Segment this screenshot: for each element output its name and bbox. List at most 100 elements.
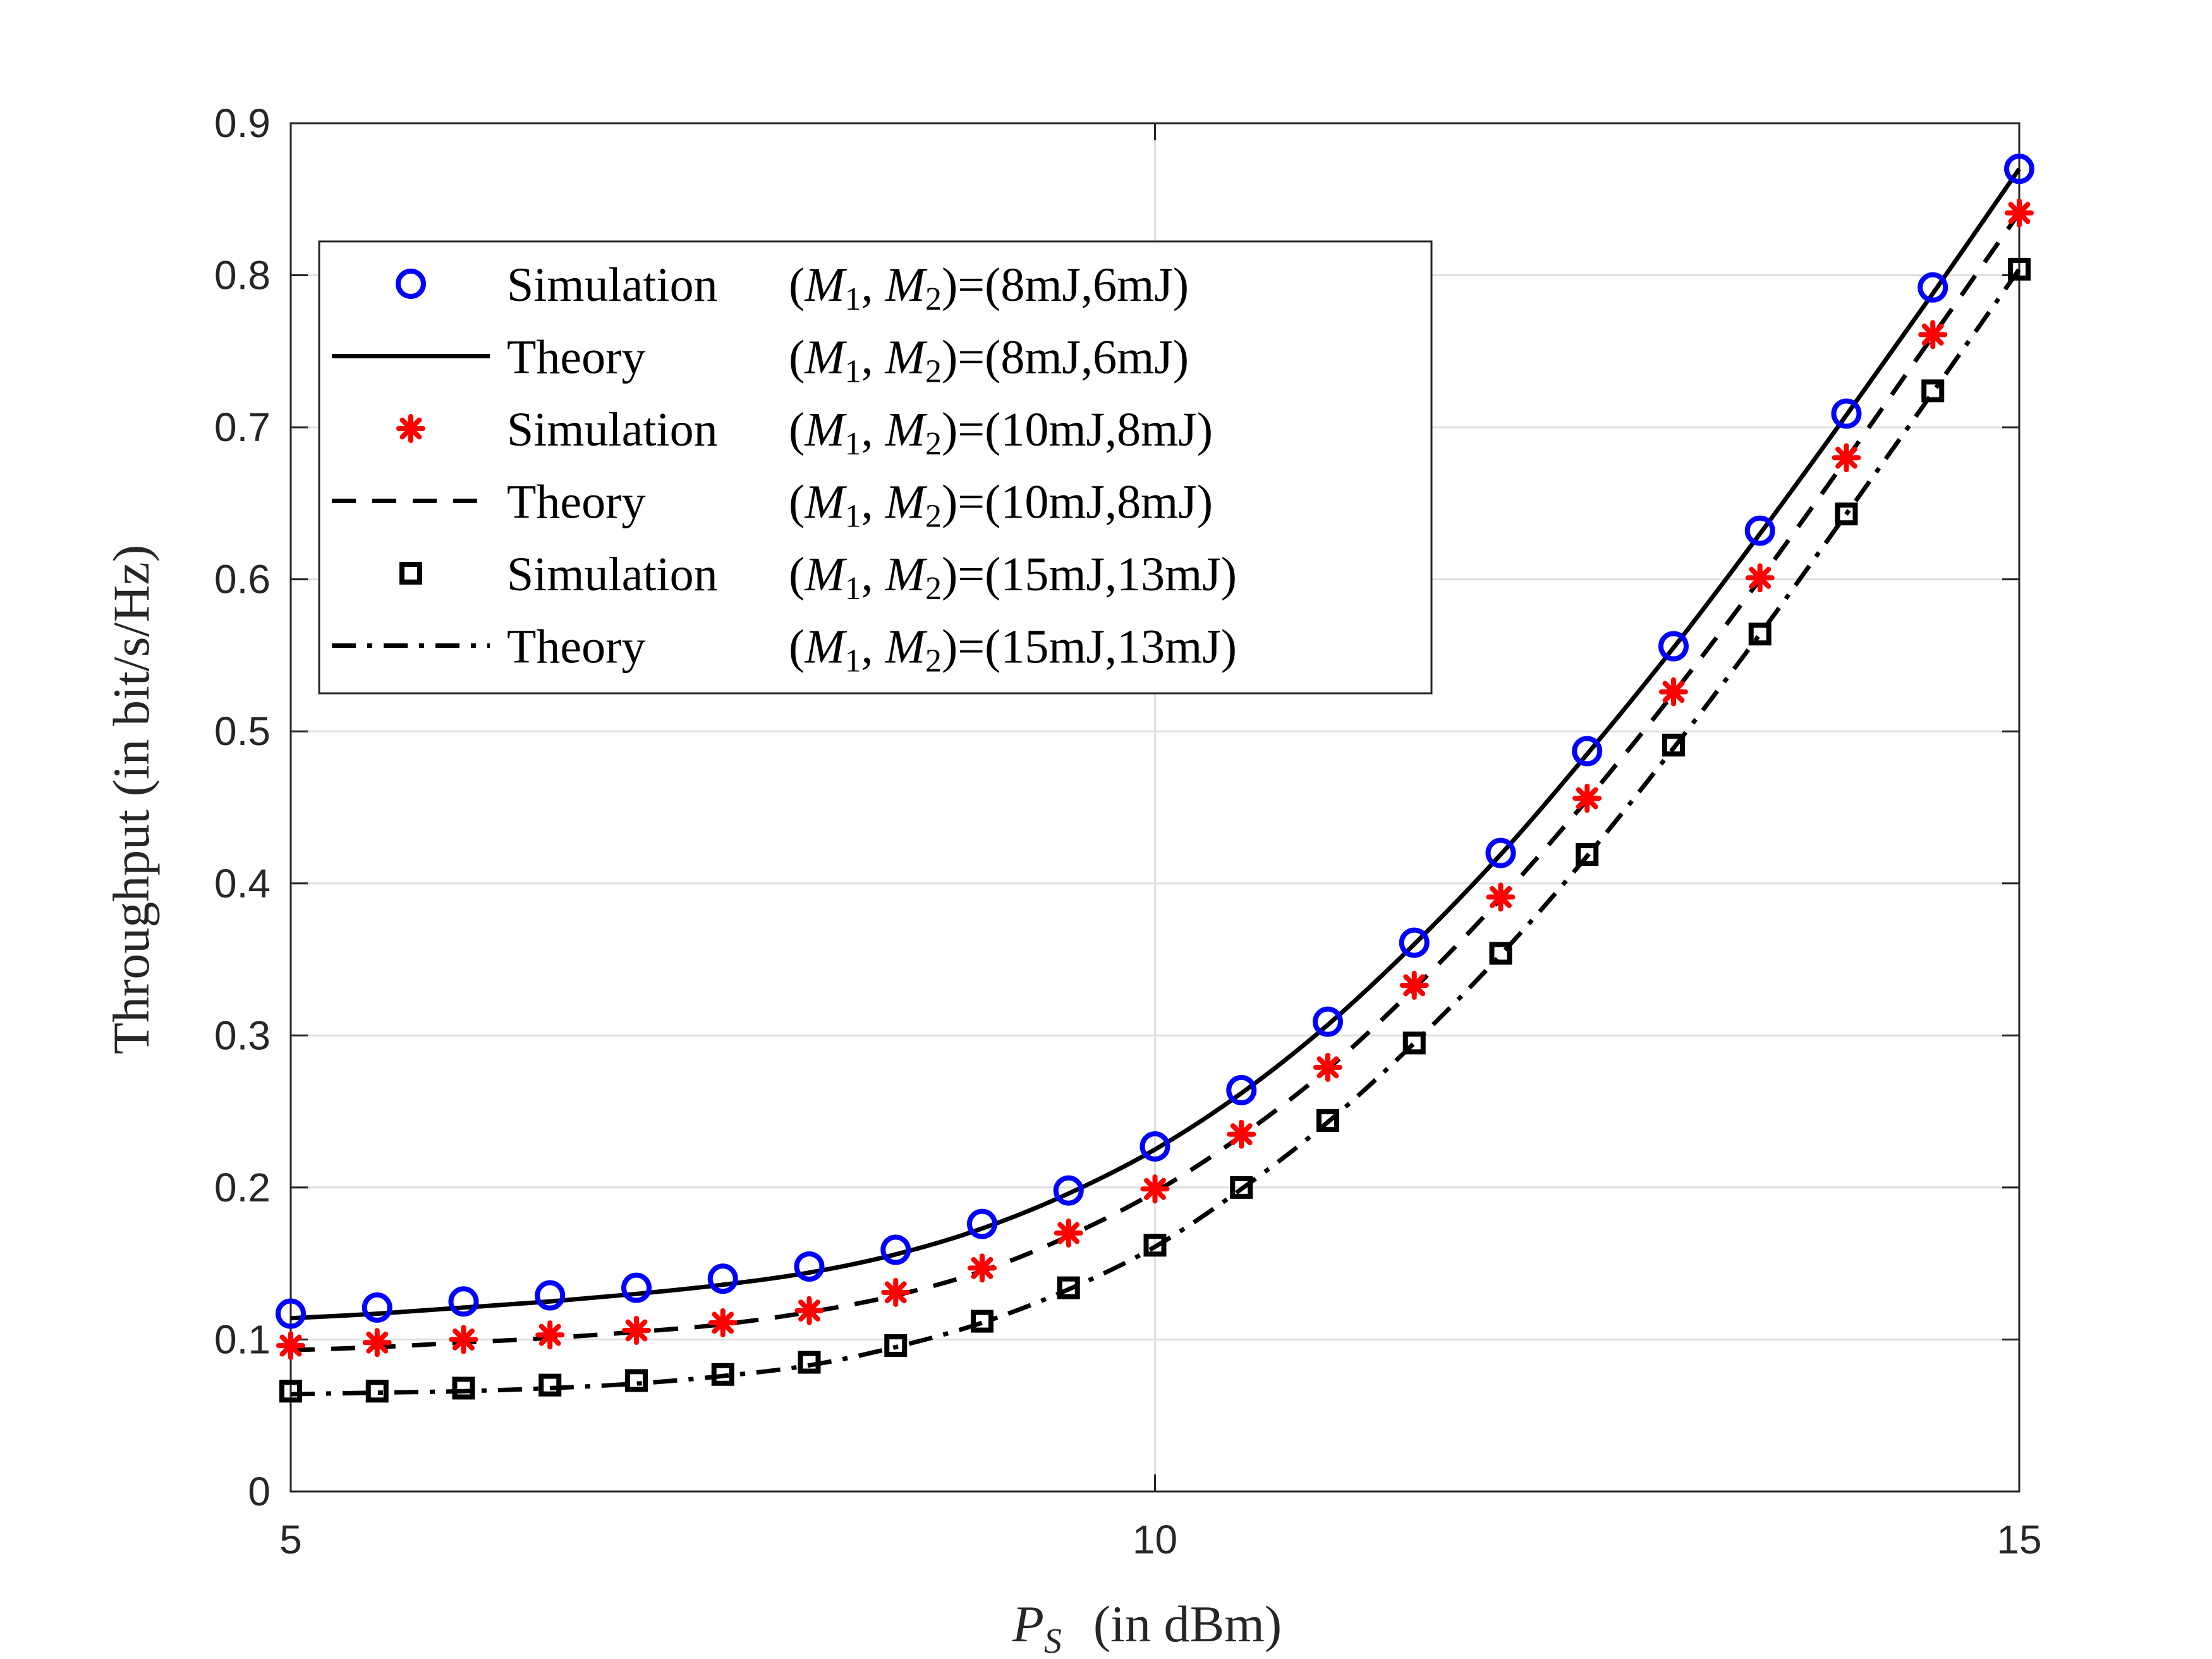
asterisk-stroke xyxy=(798,1299,820,1322)
data-point-asterisk xyxy=(1486,882,1516,912)
asterisk-stroke xyxy=(712,1311,734,1334)
data-point-circle xyxy=(1139,1131,1170,1162)
legend-marker-square xyxy=(399,562,422,585)
legend-label-part: 1 xyxy=(845,281,861,317)
legend-label: (M1, M2)=(10mJ,8mJ) xyxy=(789,476,1213,535)
y-tick-label: 0.5 xyxy=(214,708,270,754)
y-tick-label: 0.4 xyxy=(214,861,270,906)
legend-label-part: , xyxy=(861,621,885,674)
data-point-square xyxy=(1402,1031,1426,1055)
data-point-square xyxy=(798,1351,821,1374)
data-point-asterisk xyxy=(1659,677,1688,707)
data-point-circle xyxy=(362,1292,392,1323)
asterisk-stroke xyxy=(1835,446,1857,469)
asterisk-stroke xyxy=(884,1281,907,1304)
data-point-square xyxy=(1576,843,1599,866)
legend-label-part: ( xyxy=(789,621,805,674)
asterisk-stroke xyxy=(1662,681,1685,703)
legend-label-part: 2 xyxy=(925,571,942,607)
legend-label-part: 2 xyxy=(925,643,942,679)
data-point-asterisk xyxy=(276,1331,305,1361)
data-point-circle xyxy=(448,1286,479,1317)
data-point-circle xyxy=(1053,1175,1084,1206)
legend-label-part: M xyxy=(885,258,928,312)
data-point-square xyxy=(1748,623,1771,646)
legend-label: (M1, M2)=(15mJ,13mJ) xyxy=(789,548,1237,607)
data-point-asterisk xyxy=(1140,1174,1170,1204)
data-point-asterisk xyxy=(362,1328,392,1358)
legend-label-part: M xyxy=(885,548,928,601)
theory-line-solid xyxy=(290,167,2021,1321)
data-point-asterisk xyxy=(1399,970,1429,1000)
asterisk-stroke xyxy=(1749,566,1771,589)
legend-label-part: 1 xyxy=(845,354,861,390)
asterisk-stroke xyxy=(1057,1222,1080,1244)
data-point-circle xyxy=(1658,631,1689,662)
data-point-asterisk xyxy=(881,1277,911,1307)
legend-label-part: M xyxy=(885,403,928,456)
data-point-square xyxy=(2008,257,2031,281)
x-tick-label: 10 xyxy=(1133,1517,1177,1562)
data-point-square xyxy=(1143,1234,1167,1257)
legend-label-part: M xyxy=(804,403,847,456)
data-point-asterisk xyxy=(794,1296,824,1325)
data-point-asterisk xyxy=(968,1253,997,1283)
legend-marker-asterisk xyxy=(396,414,425,443)
data-point-square xyxy=(1230,1176,1253,1199)
x-axis-title: PS (in dBm) xyxy=(1012,1595,1282,1659)
legend-label: (M1, M2)=(15mJ,13mJ) xyxy=(789,621,1237,679)
data-point-asterisk xyxy=(708,1308,738,1337)
data-point-circle xyxy=(2004,154,2034,185)
data-point-square xyxy=(1057,1276,1080,1299)
legend-label-part: )=(15mJ,13mJ) xyxy=(942,621,1237,674)
legend-label-part: 1 xyxy=(845,426,861,462)
asterisk-stroke xyxy=(399,417,422,440)
y-tick-label: 0.9 xyxy=(214,100,270,146)
legend-label-part: M xyxy=(804,476,847,529)
legend-label-part: )=(8mJ,6mJ) xyxy=(942,331,1189,384)
legend-label-part: 2 xyxy=(925,281,942,317)
legend-label-part: M xyxy=(804,621,847,674)
y-tick-label: 0.2 xyxy=(214,1165,270,1210)
x-tick-label: 15 xyxy=(1996,1517,2041,1562)
asterisk-stroke xyxy=(366,1331,389,1354)
y-tick-label: 0.8 xyxy=(214,253,270,298)
simulation-series-square xyxy=(279,257,2031,1403)
legend-box xyxy=(318,240,1433,695)
data-point-square xyxy=(971,1310,994,1333)
legend-label-part: )=(8mJ,6mJ) xyxy=(942,258,1189,312)
data-point-square xyxy=(452,1376,475,1400)
simulation-series-circle xyxy=(276,154,2034,1329)
asterisk-stroke xyxy=(1403,974,1426,997)
data-point-square xyxy=(711,1363,734,1386)
legend-label-part: ( xyxy=(789,331,805,384)
data-point-circle xyxy=(880,1234,911,1265)
x-axis-title-unit: (in dBm) xyxy=(1093,1595,1282,1653)
legend-label-part: , xyxy=(861,258,885,312)
data-point-asterisk xyxy=(535,1320,565,1350)
axes: 0 0.1 0.2 0.3 0.4 0.5 0.6 0.7 0.8 0.9 5 10 15 xyxy=(214,100,2042,1562)
legend-label-part: ( xyxy=(789,403,805,456)
data-point-asterisk xyxy=(1832,443,1861,473)
legend-label-part: ( xyxy=(789,258,805,312)
asterisk-stroke xyxy=(1921,323,1944,346)
data-point-circle xyxy=(1744,515,1775,546)
legend-label-part: 1 xyxy=(845,571,861,607)
legend-label-part: , xyxy=(861,476,885,529)
legend-label: (M1, M2)=(8mJ,6mJ) xyxy=(789,331,1189,390)
legend-label-part: 2 xyxy=(925,499,942,535)
asterisk-stroke xyxy=(1316,1056,1339,1079)
x-axis-title-symbol: P xyxy=(1012,1595,1044,1653)
legend-label: Simulation xyxy=(507,258,718,312)
simulation-series-asterisk xyxy=(276,198,2034,1361)
legend-label-part: , xyxy=(861,331,885,384)
data-point-square xyxy=(1921,379,1945,403)
legend-label-part: M xyxy=(804,331,847,384)
legend-label: Theory xyxy=(507,476,645,529)
asterisk-stroke xyxy=(1230,1123,1253,1146)
data-point-circle xyxy=(1226,1074,1257,1105)
asterisk-stroke xyxy=(625,1319,648,1342)
data-point-square xyxy=(625,1369,648,1392)
data-point-circle xyxy=(707,1263,738,1294)
